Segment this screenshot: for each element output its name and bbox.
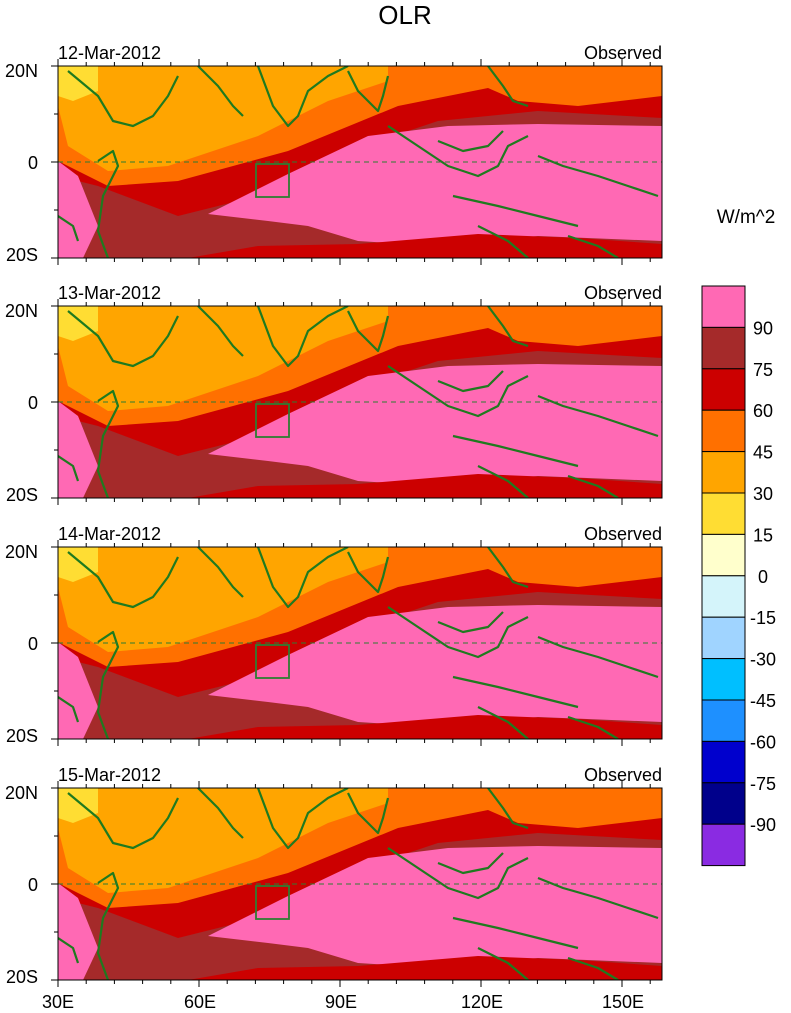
latitude-label: 0 — [28, 153, 38, 173]
panel-date: 13-Mar-2012 — [58, 283, 161, 303]
longitude-axis: 30E 60E 90E 120E 150E — [42, 992, 644, 1012]
colorbar-swatch — [701, 616, 746, 660]
latitude-label: 20N — [5, 61, 38, 81]
colorbar-label: 75 — [753, 360, 773, 380]
panel-tag: Observed — [584, 283, 662, 303]
colorbar-swatch — [701, 409, 746, 453]
colorbar-swatch — [701, 451, 746, 494]
colorbar-swatch — [701, 285, 746, 328]
colorbar-label: 60 — [753, 401, 773, 421]
latitude-label: 20N — [5, 301, 38, 321]
latitude-label: 20S — [6, 726, 38, 746]
panel-tag: Observed — [584, 524, 662, 544]
colorbar-label: 90 — [753, 318, 773, 338]
latitude-label: 20S — [6, 485, 38, 505]
map-panel: 14-Mar-2012 Observed 20N 0 20S — [5, 524, 663, 746]
longitude-label: 30E — [42, 992, 74, 1012]
colorbar-swatch — [701, 823, 746, 867]
latitude-label: 20N — [5, 542, 38, 562]
colorbar-label: 30 — [753, 484, 773, 504]
latitude-label: 20N — [5, 783, 38, 803]
map-panel: 12-Mar-2012 Observed 20N 0 20S — [5, 43, 663, 265]
longitude-label: 150E — [602, 992, 644, 1012]
colorbar-swatch — [701, 368, 746, 411]
colorbar-swatch — [701, 782, 746, 825]
colorbar-swatch — [701, 326, 746, 370]
map-panel: 15-Mar-2012 Observed 20N 0 20S — [5, 765, 663, 987]
colorbar-swatch — [701, 533, 746, 577]
olr-map — [58, 547, 662, 739]
units-label: W/m^2 — [717, 207, 776, 228]
colorbar-swatch — [701, 740, 746, 784]
panel-tag: Observed — [584, 43, 662, 63]
longitude-label: 90E — [325, 992, 357, 1012]
panels-container: 12-Mar-2012 Observed 20N 0 20S 13-Mar-2012 Obs… — [5, 43, 663, 987]
olr-map — [58, 788, 662, 980]
longitude-label: 60E — [184, 992, 216, 1012]
latitude-label: 0 — [28, 393, 38, 413]
colorbar-swatch — [701, 575, 746, 618]
colorbar-label: 45 — [753, 443, 773, 463]
colorbar-label: -75 — [750, 774, 776, 794]
colorbar-label: -60 — [750, 732, 776, 752]
panel-date: 15-Mar-2012 — [58, 765, 161, 785]
longitude-label: 120E — [461, 992, 503, 1012]
latitude-label: 20S — [6, 245, 38, 265]
colorbar-swatch — [701, 492, 746, 535]
colorbar-label: 15 — [753, 525, 773, 545]
colorbar-label: -45 — [750, 691, 776, 711]
figure-title: OLR — [378, 0, 431, 30]
panel-tag: Observed — [584, 765, 662, 785]
panel-date: 12-Mar-2012 — [58, 43, 161, 63]
latitude-label: 0 — [28, 875, 38, 895]
colorbar-swatch — [701, 658, 746, 701]
latitude-label: 0 — [28, 634, 38, 654]
colorbar-label: -30 — [750, 650, 776, 670]
colorbar-label: -15 — [750, 608, 776, 628]
colorbar-label: 0 — [758, 567, 768, 587]
colorbar-swatch — [701, 699, 746, 742]
olr-map — [58, 306, 662, 498]
colorbar-label: -90 — [750, 815, 776, 835]
olr-map — [58, 66, 662, 258]
latitude-label: 20S — [6, 967, 38, 987]
colorbar: 90 75 60 45 30 15 0 -15 -30 -45 -60 -75 -90 — [701, 285, 776, 867]
panel-date: 14-Mar-2012 — [58, 524, 161, 544]
map-panel: 13-Mar-2012 Observed 20N 0 20S — [5, 283, 663, 505]
